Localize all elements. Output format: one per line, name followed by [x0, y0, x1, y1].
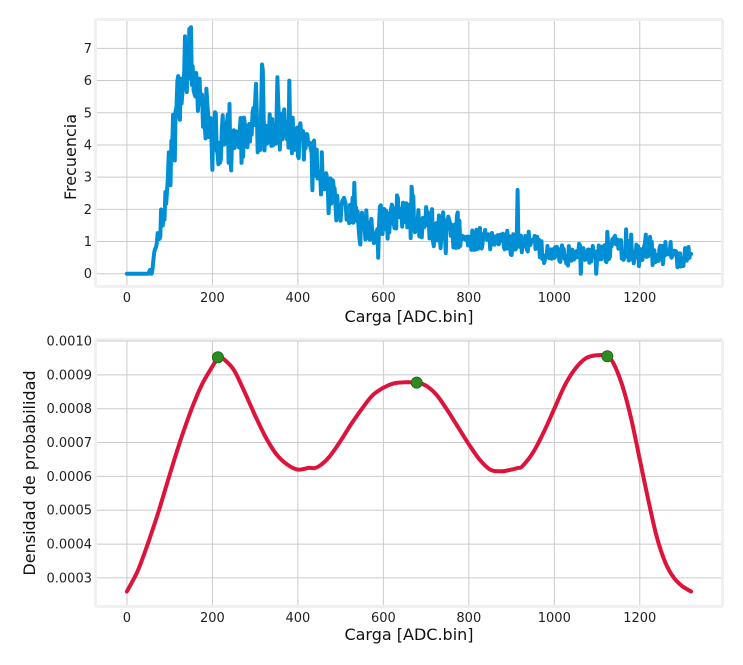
histogram-x-axis-label: Carga [ADC.bin]: [344, 307, 473, 326]
density-y-tick-label: 0.0004: [47, 538, 93, 553]
histogram-x-tick-label: 400: [285, 291, 310, 306]
density-peak-marker: [601, 350, 614, 363]
density-y-tick-label: 0.0003: [47, 571, 93, 586]
density-y-tick-label: 0.0006: [47, 470, 93, 485]
histogram-y-tick-label: 5: [84, 106, 92, 121]
density-peak-marker: [211, 351, 224, 364]
density-x-axis-label: Carga [ADC.bin]: [344, 625, 473, 644]
density-x-tick-label: 0: [123, 611, 131, 626]
histogram-y-tick-label: 3: [84, 171, 92, 186]
histogram-x-tick-label: 800: [456, 291, 481, 306]
density-y-tick-label: 0.0009: [47, 368, 93, 383]
density-subplot: 0 200 400 600 800 1000 1200 0.0003 0.0004 0.0005 0…: [20, 335, 724, 644]
histogram-tick-labels: 0 200 400 600 800 1000 1200 0 1 2 3 4 5 6 7: [84, 42, 657, 306]
density-x-tick-label: 200: [200, 611, 225, 626]
histogram-y-tick-label: 4: [84, 138, 92, 153]
density-x-tick-label: 600: [371, 611, 396, 626]
histogram-subplot: 0 200 400 600 800 1000 1200 0 1 2 3 4 5 6 7 Carga [ADC…: [61, 18, 724, 326]
histogram-line: [124, 25, 694, 276]
density-y-tick-label: 0.0007: [47, 436, 93, 451]
histogram-x-tick-label: 0: [123, 291, 131, 306]
histogram-x-tick-label: 1200: [623, 291, 656, 306]
density-y-tick-label: 0.0010: [47, 335, 93, 350]
density-peak-markers: [211, 350, 614, 389]
density-y-axis-label: Densidad de probabilidad: [20, 370, 39, 575]
histogram-y-tick-label: 1: [84, 235, 92, 250]
density-x-tick-label: 400: [285, 611, 310, 626]
histogram-y-tick-label: 0: [84, 267, 92, 282]
density-x-tick-label: 800: [456, 611, 481, 626]
density-peak-marker: [410, 376, 423, 389]
histogram-x-tick-label: 600: [371, 291, 396, 306]
histogram-y-tick-label: 2: [84, 203, 92, 218]
histogram-series: [124, 25, 694, 276]
density-y-tick-label: 0.0008: [47, 402, 93, 417]
histogram-x-tick-label: 1000: [538, 291, 571, 306]
density-y-tick-label: 0.0005: [47, 504, 93, 519]
histogram-y-axis-label: Frecuencia: [61, 114, 80, 200]
histogram-y-tick-label: 7: [84, 42, 92, 57]
density-x-tick-label: 1000: [538, 611, 571, 626]
density-x-tick-label: 1200: [623, 611, 656, 626]
histogram-x-tick-label: 200: [200, 291, 225, 306]
histogram-y-tick-label: 6: [84, 74, 92, 89]
density-tick-labels: 0 200 400 600 800 1000 1200 0.0003 0.0004 0.0005 0…: [47, 335, 657, 627]
